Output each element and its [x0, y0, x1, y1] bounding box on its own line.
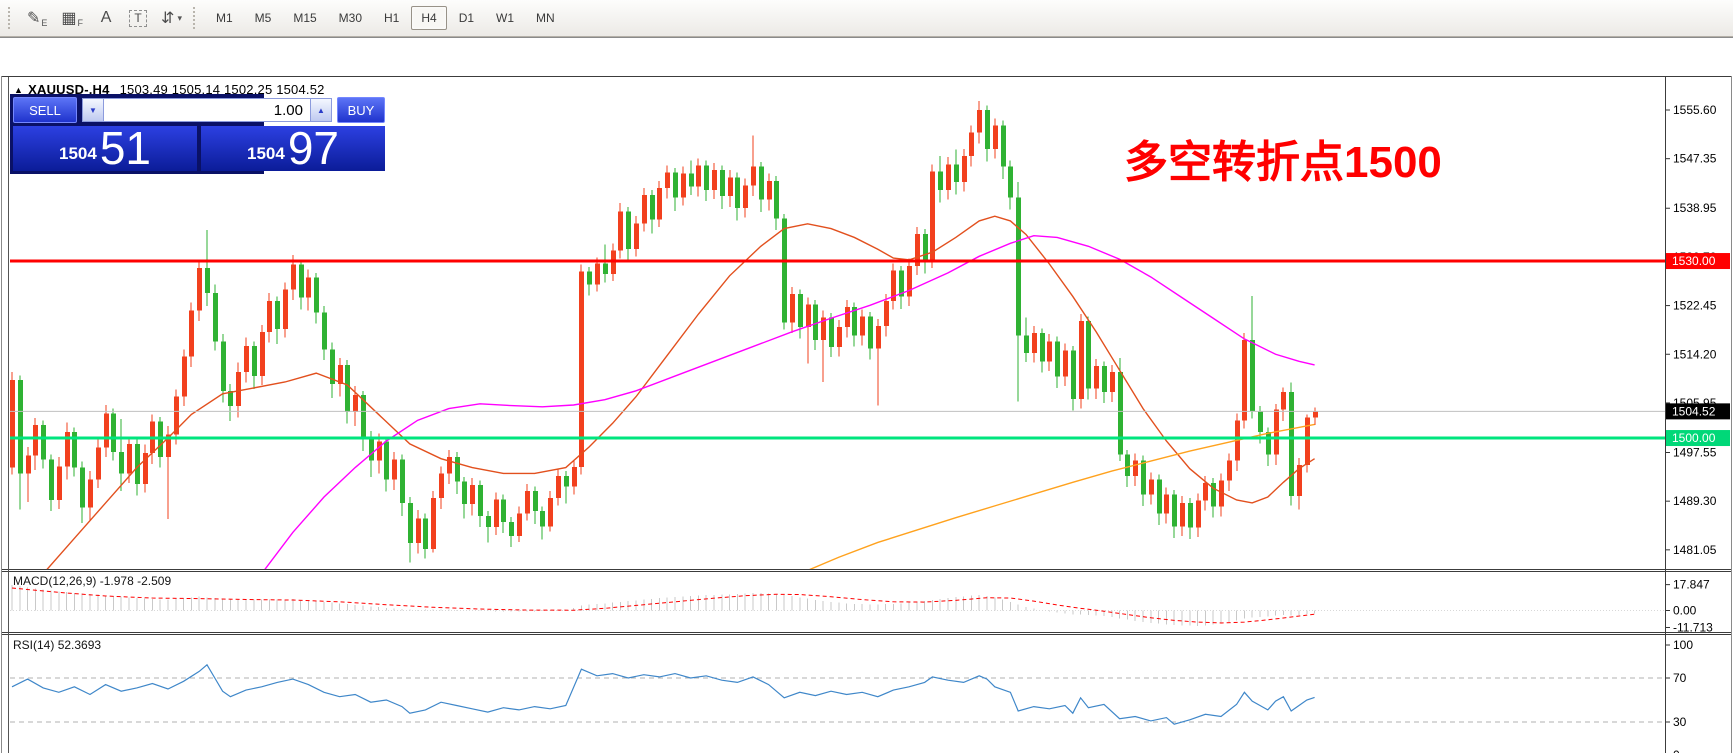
candles-layer [10, 101, 1318, 563]
rsi-title: RSI(14) [13, 638, 55, 652]
macd-histogram [10, 585, 1665, 626]
tf-button-m30[interactable]: M30 [338, 11, 363, 25]
svg-text:1538.95: 1538.95 [1673, 201, 1717, 215]
ma-fast-line [46, 215, 1315, 569]
sort-glyph: ⇵ [161, 10, 175, 27]
svg-text:1504.52: 1504.52 [1672, 404, 1716, 418]
bid-price-line[interactable]: 1504.52 [10, 403, 1730, 420]
svg-text:1489.30: 1489.30 [1673, 494, 1717, 508]
rsi-value: 52.3693 [57, 638, 102, 652]
draw-glyph: ✎ [27, 10, 41, 27]
tf-button-m15[interactable]: M15 [293, 11, 317, 25]
crosshair-draw-icon[interactable]: ✎ E [20, 4, 54, 32]
svg-text:1555.60: 1555.60 [1673, 103, 1717, 117]
macd-indicator-label: MACD(12,26,9) -1.978 -2.509 [13, 574, 171, 588]
svg-text:1522.45: 1522.45 [1673, 299, 1717, 313]
ma-slow-line [809, 423, 1315, 569]
svg-text:-11.713: -11.713 [1673, 620, 1713, 634]
svg-text:1547.35: 1547.35 [1673, 152, 1717, 166]
svg-text:70: 70 [1673, 671, 1687, 685]
volume-decrease-button[interactable]: ▼ [82, 98, 104, 122]
trade-panel-prices: 1504 51 1504 97 [13, 121, 385, 174]
svg-text:0.00: 0.00 [1673, 604, 1697, 618]
price-axis[interactable]: 1555.601547.351538.951530.701522.451514.… [1665, 103, 1717, 557]
grid-fibonacci-icon[interactable]: ▦ F [54, 4, 90, 32]
draw-sub: E [41, 18, 48, 28]
text-annotation-icon[interactable]: A [90, 4, 122, 32]
support-line[interactable]: 1500.00 [10, 430, 1730, 447]
svg-text:1497.55: 1497.55 [1673, 445, 1717, 459]
buy-price-main: 1504 [247, 144, 285, 163]
svg-text:1514.20: 1514.20 [1673, 347, 1717, 361]
ohlc-readout: 1503.49 1505.14 1502.25 1504.52 [119, 82, 325, 97]
volume-stepper: ▼ ▲ [82, 98, 332, 122]
grid-sub: F [77, 18, 84, 28]
tf-button-h1[interactable]: H1 [384, 11, 400, 25]
sell-button[interactable]: SELL [13, 97, 77, 123]
svg-text:0: 0 [1673, 748, 1680, 753]
sell-price-pips: 51 [99, 121, 151, 174]
buy-price-pips: 97 [287, 121, 339, 174]
svg-text:1481.05: 1481.05 [1673, 543, 1717, 557]
rsi-scale: 100 70 30 0 [1665, 638, 1693, 753]
buy-price-tile[interactable]: 1504 97 [201, 121, 385, 174]
symbol-title: ▲ XAUUSD-,H4 1503.49 1505.14 1502.25 1504.… [14, 82, 325, 97]
chart-canvas[interactable]: 1555.601547.351538.951530.701522.451514.… [0, 38, 1733, 753]
svg-text:1530.00: 1530.00 [1672, 254, 1716, 268]
sell-price-tile[interactable]: 1504 51 [13, 121, 197, 174]
tf-button-d1[interactable]: D1 [458, 11, 475, 25]
ma-mid-line [264, 234, 1315, 569]
svg-text:1500.00: 1500.00 [1672, 431, 1716, 445]
tf-button-m1[interactable]: M1 [215, 11, 233, 25]
resistance-line[interactable]: 1530.00 [10, 253, 1730, 270]
toolbar-grip[interactable] [8, 7, 12, 29]
text-t-glyph: T [129, 9, 147, 27]
rsi-indicator-label: RSI(14) 52.3693 [13, 638, 101, 652]
sell-price-main: 1504 [59, 144, 97, 163]
chart-annotation: 多空转折点1500 [1124, 138, 1442, 187]
svg-text:30: 30 [1673, 715, 1687, 729]
svg-text:100: 100 [1673, 638, 1693, 652]
buy-button[interactable]: BUY [337, 97, 385, 123]
tf-button-w1[interactable]: W1 [496, 11, 515, 25]
text-box-icon[interactable]: T [122, 4, 154, 32]
symbol-name: XAUUSD-,H4 [28, 82, 110, 97]
macd-signal-line [11, 587, 1315, 624]
dropdown-caret-icon: ▾ [177, 12, 182, 23]
rsi-pane [10, 663, 1665, 725]
main-toolbar: ✎ E ▦ F A T ⇵ ▾ M1 M5 M15 M30 H1 H4 D1 W1 M… [0, 0, 1733, 37]
tf-button-m5[interactable]: M5 [254, 11, 272, 25]
macd-signal-value: -2.509 [137, 574, 172, 588]
macd-scale: 17.847 0.00 -11.713 [1665, 578, 1713, 634]
tf-button-mn[interactable]: MN [536, 11, 555, 25]
collapse-arrow-icon[interactable]: ▲ [14, 85, 24, 95]
chart-window: 1555.601547.351538.951530.701522.451514.… [0, 37, 1733, 753]
toolbar-grip-2[interactable] [192, 7, 197, 29]
macd-main-value: -1.978 [99, 574, 134, 588]
volume-input[interactable] [104, 98, 310, 122]
macd-title: MACD(12,26,9) [13, 574, 97, 588]
trade-panel-controls: SELL ▼ ▲ BUY [13, 97, 385, 123]
sort-objects-icon[interactable]: ⇵ ▾ [154, 4, 189, 32]
tf-button-h4[interactable]: H4 [411, 6, 447, 30]
pane-borders [1, 76, 1732, 753]
svg-text:17.847: 17.847 [1673, 578, 1710, 592]
volume-increase-button[interactable]: ▲ [310, 98, 332, 122]
grid-glyph: ▦ [61, 10, 77, 27]
text-a-glyph: A [100, 9, 112, 26]
